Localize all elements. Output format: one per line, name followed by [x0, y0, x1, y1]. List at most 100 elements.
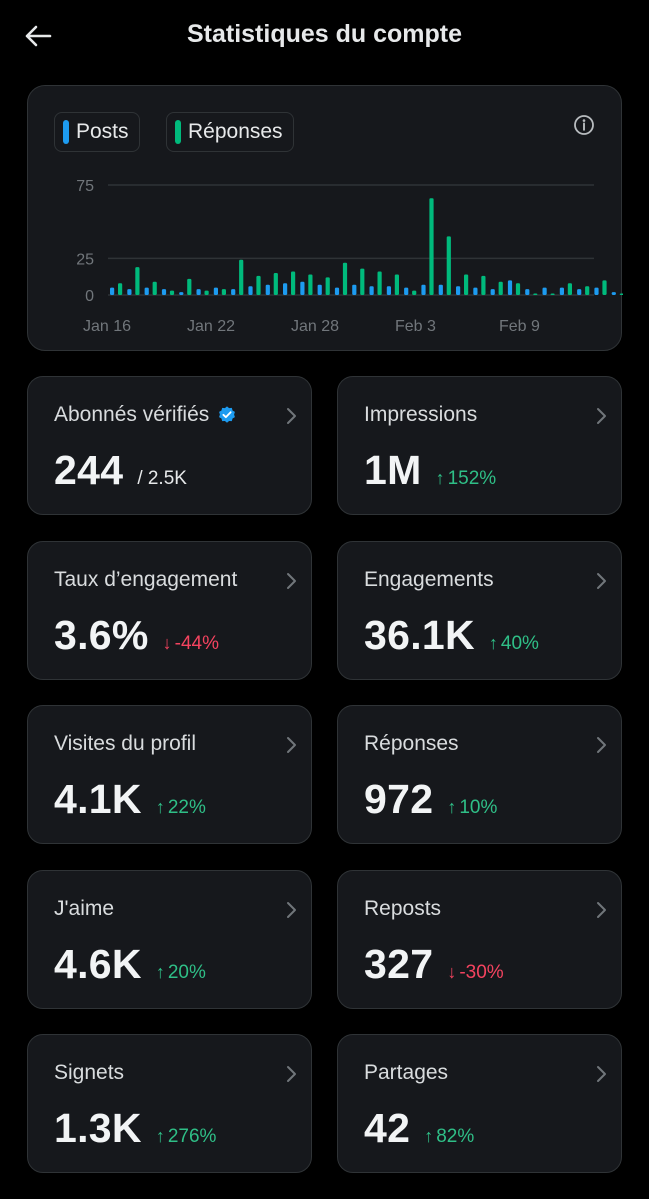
- chevron-right-icon: [597, 901, 606, 918]
- posts-bar: [179, 292, 184, 295]
- posts-bar: [231, 289, 236, 295]
- card-delta: ↑ 40%: [489, 633, 539, 655]
- chevron-right-icon: [597, 737, 606, 753]
- trend-up-icon: ↑: [155, 797, 165, 817]
- card-value-row: 42 ↑ 82%: [364, 1105, 474, 1152]
- card-label: J'aime: [54, 896, 115, 920]
- posts-bar: [404, 287, 409, 295]
- posts-bar: [283, 283, 288, 295]
- replies-bar: [585, 286, 590, 295]
- trend-down-icon: ↓: [447, 961, 457, 982]
- replies-bar: [464, 274, 469, 295]
- replies-bar: [187, 278, 192, 295]
- back-arrow-icon: [25, 25, 52, 47]
- posts-bar: [542, 287, 547, 295]
- replies-bar: [481, 275, 486, 295]
- replies-bar: [291, 271, 296, 295]
- posts-bar: [110, 287, 115, 295]
- posts-bar: [352, 284, 357, 295]
- card-value: 972: [364, 776, 434, 822]
- reposts-card[interactable]: Reposts 327 ↓ -30%: [337, 869, 622, 1009]
- verified-badge-icon: [219, 406, 236, 423]
- legend-posts-toggle[interactable]: Posts: [54, 112, 140, 152]
- posts-bar: [317, 284, 322, 295]
- replies-card[interactable]: Réponses 972 ↑ 10%: [337, 705, 622, 844]
- replies-bar: [412, 290, 417, 295]
- shares-card[interactable]: Partages 42 ↑ 82%: [337, 1034, 622, 1173]
- verified-followers-card[interactable]: Abonnés vérifiés 244 / 2.5K: [27, 376, 312, 515]
- card-label: Reposts: [364, 896, 442, 920]
- posts-bar: [248, 286, 253, 295]
- card-value-row: 4.6K ↑ 20%: [54, 941, 206, 988]
- replies-bar: [273, 273, 278, 295]
- card-value: 36.1K: [364, 611, 475, 658]
- card-delta-value: 276%: [167, 1126, 217, 1147]
- card-delta: ↑ 10%: [447, 797, 497, 819]
- engagements-card[interactable]: Engagements 36.1K ↑ 40%: [337, 540, 622, 680]
- card-label: Signets: [54, 1061, 125, 1084]
- chevron-right-icon: [287, 1066, 296, 1082]
- card-delta: ↑ 20%: [156, 962, 206, 984]
- page-title: Statistiques du compte: [186, 20, 463, 48]
- card-label: Impressions: [364, 403, 478, 426]
- posts-bar: [577, 289, 582, 295]
- replies-bar: [239, 259, 244, 295]
- card-value-row: 244 / 2.5K: [54, 447, 187, 494]
- posts-bar: [611, 292, 616, 295]
- card-delta-value: 10%: [459, 797, 498, 818]
- card-delta: ↑ 276%: [156, 1126, 217, 1148]
- replies-bar: [342, 262, 348, 295]
- x-tick-label: Jan 28: [291, 318, 339, 335]
- profile-visits-card[interactable]: Visites du profil 4.1K ↑ 22%: [27, 705, 312, 844]
- impressions-card[interactable]: Impressions 1M ↑ 152%: [337, 376, 622, 515]
- posts-bar: [525, 289, 530, 295]
- legend-replies-toggle[interactable]: Réponses: [166, 112, 294, 152]
- replies-bar: [204, 290, 209, 295]
- posts-bar: [265, 284, 270, 295]
- replies-bar: [256, 275, 261, 295]
- trend-up-icon: ↑: [155, 1126, 165, 1146]
- posts-bar: [490, 289, 495, 295]
- chevron-right-icon: [597, 408, 606, 424]
- back-button[interactable]: [20, 18, 56, 54]
- x-tick-label: Jan 22: [187, 318, 235, 335]
- legend-posts-label: Posts: [76, 120, 129, 143]
- card-delta-value: 40%: [500, 632, 539, 654]
- card-value-row: 327 ↓ -30%: [364, 941, 504, 988]
- engagement-rate-card[interactable]: Taux d’engagement 3.6% ↓ -44%: [27, 540, 312, 680]
- posts-bar: [421, 284, 426, 295]
- card-label: Partages: [364, 1061, 449, 1084]
- replies-bar: [360, 268, 365, 295]
- card-value: 4.1K: [54, 776, 142, 822]
- replies-bar: [429, 198, 434, 295]
- card-value-row: 1M ↑ 152%: [364, 447, 496, 494]
- replies-bar: [567, 283, 572, 295]
- bookmarks-card[interactable]: Signets 1.3K ↑ 276%: [27, 1034, 312, 1173]
- replies-bar: [152, 281, 157, 295]
- replies-bar: [394, 274, 399, 295]
- trend-up-icon: ↑: [447, 797, 457, 817]
- chevron-right-icon: [597, 572, 606, 589]
- replies-color-swatch: [175, 120, 181, 144]
- trend-up-icon: ↑: [488, 632, 498, 653]
- card-label: Abonnés vérifiés: [54, 403, 237, 427]
- activity-bar-chart: 75 25 0 Jan 16 Jan 22 Jan 28 Feb 3 Feb 9: [76, 178, 623, 335]
- posts-color-swatch: [63, 120, 69, 144]
- card-label: Engagements: [364, 567, 494, 591]
- likes-card[interactable]: J'aime 4.6K ↑ 20%: [27, 869, 312, 1009]
- chevron-right-icon: [597, 1066, 606, 1082]
- trend-up-icon: ↑: [435, 468, 445, 488]
- posts-bar: [507, 280, 513, 295]
- posts-bar: [144, 287, 149, 295]
- posts-bar: [334, 287, 340, 295]
- activity-chart-card: 75 25 0 Jan 16 Jan 22 Jan 28 Feb 3 Feb 9 Posts …: [27, 85, 623, 351]
- chevron-right-icon: [287, 901, 296, 918]
- posts-bar: [456, 286, 461, 295]
- info-icon[interactable]: [573, 114, 595, 136]
- card-delta: ↓ -44%: [163, 633, 219, 655]
- card-value: 1.3K: [54, 1105, 142, 1151]
- posts-bar: [559, 287, 564, 295]
- card-delta: ↓ -30%: [447, 962, 503, 984]
- card-delta-value: -30%: [459, 961, 504, 983]
- posts-bar: [213, 287, 218, 295]
